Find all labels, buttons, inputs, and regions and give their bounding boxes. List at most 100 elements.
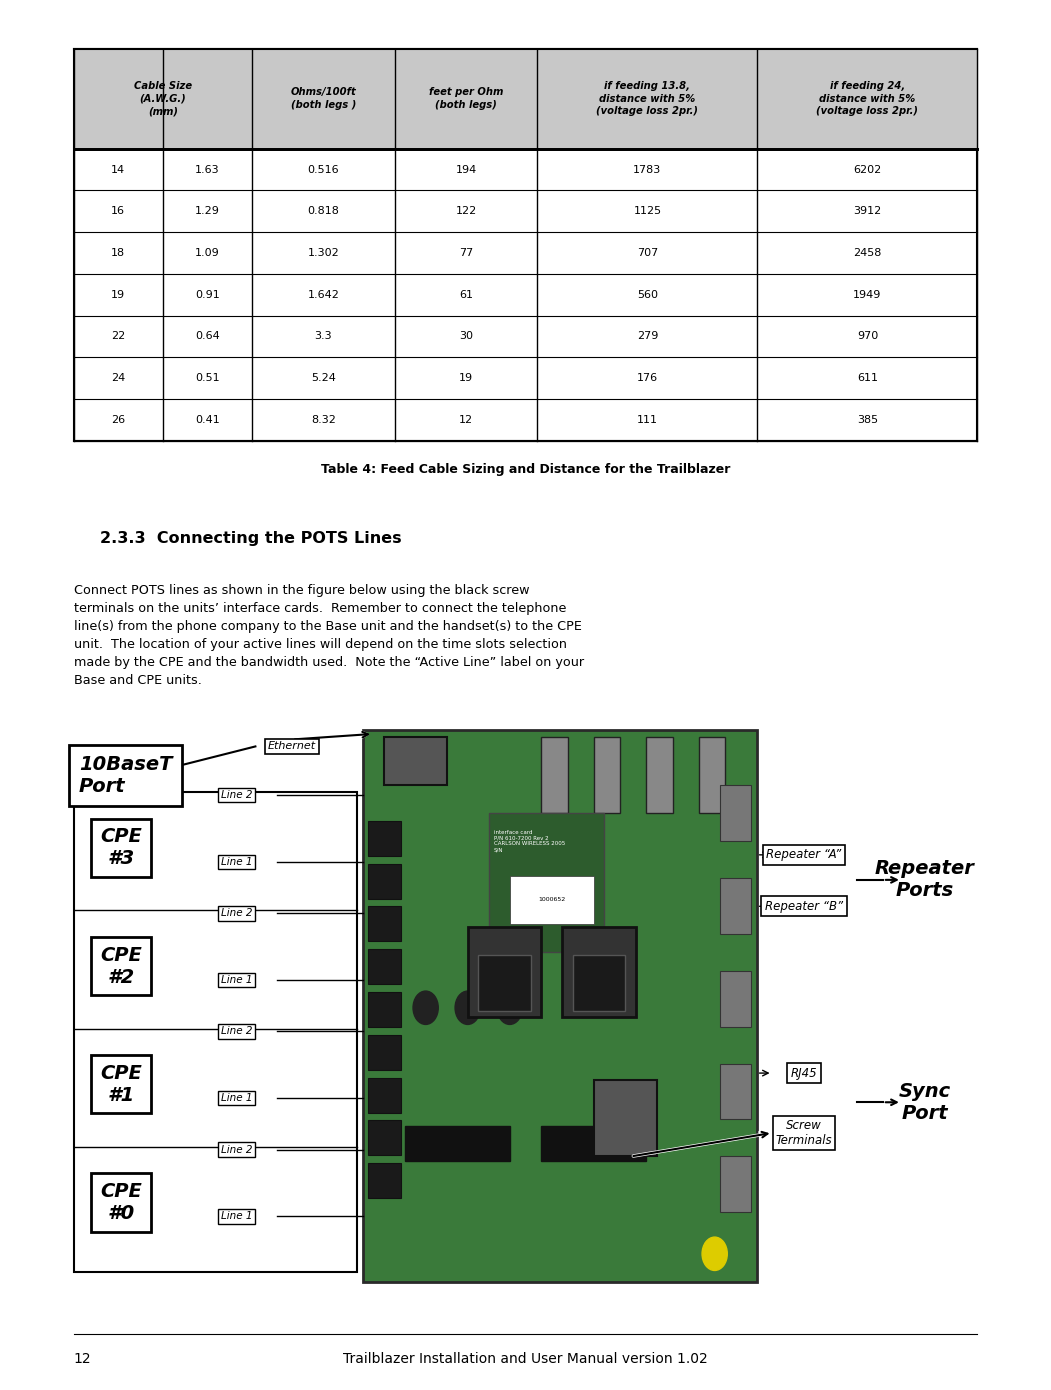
Text: 1.09: 1.09	[195, 247, 220, 259]
Text: 10BaseT
Port: 10BaseT Port	[79, 755, 172, 796]
Text: 12: 12	[459, 414, 473, 425]
Bar	[541, 1126, 646, 1161]
Text: 1000652: 1000652	[538, 897, 565, 902]
Text: CPE
#2: CPE #2	[100, 945, 142, 987]
Text: CPE
#0: CPE #0	[100, 1182, 142, 1223]
Text: 194: 194	[455, 164, 477, 175]
Text: 385: 385	[857, 414, 878, 425]
Bar	[74, 49, 977, 149]
Text: 0.51: 0.51	[195, 373, 220, 384]
Bar	[368, 992, 401, 1027]
Bar	[368, 863, 401, 899]
Text: Line 2: Line 2	[221, 790, 252, 801]
Circle shape	[455, 991, 480, 1024]
Text: if feeding 13.8,
distance with 5%
(voltage loss 2pr.): if feeding 13.8, distance with 5% (volta…	[596, 81, 699, 117]
Bar	[720, 785, 751, 841]
Text: 19: 19	[459, 373, 473, 384]
Bar	[368, 1034, 401, 1070]
Text: 707: 707	[637, 247, 658, 259]
Text: 279: 279	[637, 331, 658, 342]
Bar	[720, 1156, 751, 1212]
Text: 611: 611	[857, 373, 878, 384]
Text: 0.516: 0.516	[308, 164, 339, 175]
Bar	[368, 906, 401, 941]
Circle shape	[413, 991, 438, 1024]
Text: interface card
P/N 610-7200 Rev 2
CARLSON WIRELESS 2005
S/N: interface card P/N 610-7200 Rev 2 CARLSO…	[494, 830, 565, 852]
Text: 176: 176	[637, 373, 658, 384]
Bar	[562, 927, 636, 1017]
Text: RJ45: RJ45	[790, 1066, 818, 1080]
Text: 0.818: 0.818	[307, 206, 339, 217]
Text: feet per Ohm
(both legs): feet per Ohm (both legs)	[429, 88, 503, 110]
Bar	[368, 1163, 401, 1198]
Bar	[573, 955, 625, 1011]
Bar	[363, 730, 757, 1282]
Text: 22: 22	[111, 331, 125, 342]
Text: 61: 61	[459, 289, 473, 300]
Bar	[468, 927, 541, 1017]
Text: 2458: 2458	[853, 247, 882, 259]
Bar	[368, 949, 401, 984]
Text: 1125: 1125	[634, 206, 661, 217]
Text: 970: 970	[857, 331, 878, 342]
Text: 3912: 3912	[853, 206, 882, 217]
Text: 6202: 6202	[853, 164, 882, 175]
Text: 16: 16	[111, 206, 125, 217]
Text: 30: 30	[459, 331, 473, 342]
Text: Line 2: Line 2	[221, 908, 252, 919]
Text: Cable Size
(A.W.G.)
(mm): Cable Size (A.W.G.) (mm)	[133, 81, 192, 117]
Text: Trailblazer Installation and User Manual version 1.02: Trailblazer Installation and User Manual…	[343, 1352, 708, 1366]
Text: 0.64: 0.64	[195, 331, 220, 342]
Text: 111: 111	[637, 414, 658, 425]
Bar	[478, 955, 531, 1011]
Bar	[384, 737, 447, 785]
Text: 560: 560	[637, 289, 658, 300]
Text: Ohms/100ft
(both legs ): Ohms/100ft (both legs )	[290, 88, 356, 110]
Text: Line 2: Line 2	[221, 1144, 252, 1155]
Bar	[646, 737, 673, 813]
Circle shape	[497, 991, 522, 1024]
Text: Line 1: Line 1	[221, 1211, 252, 1222]
Text: Line 1: Line 1	[221, 974, 252, 986]
Text: 18: 18	[111, 247, 125, 259]
Bar	[405, 1126, 510, 1161]
Text: 2.3.3  Connecting the POTS Lines: 2.3.3 Connecting the POTS Lines	[100, 531, 401, 546]
Text: 24: 24	[111, 373, 125, 384]
Text: Ethernet: Ethernet	[268, 741, 316, 752]
Bar	[489, 813, 604, 952]
Bar	[720, 878, 751, 934]
Text: Table 4: Feed Cable Sizing and Distance for the Trailblazer: Table 4: Feed Cable Sizing and Distance …	[321, 463, 730, 475]
Bar	[74, 792, 357, 1272]
Text: Line 1: Line 1	[221, 856, 252, 867]
Text: 1949: 1949	[853, 289, 882, 300]
Bar	[74, 49, 977, 441]
Bar	[720, 972, 751, 1026]
Bar	[368, 1077, 401, 1112]
Text: Repeater
Ports: Repeater Ports	[874, 859, 975, 901]
Text: 0.91: 0.91	[195, 289, 220, 300]
Text: 19: 19	[111, 289, 125, 300]
Text: 14: 14	[111, 164, 125, 175]
Text: 1.302: 1.302	[308, 247, 339, 259]
Bar	[368, 1120, 401, 1155]
Text: Line 2: Line 2	[221, 1026, 252, 1037]
Text: 1.63: 1.63	[195, 164, 220, 175]
Text: 1.29: 1.29	[194, 206, 220, 217]
Bar	[699, 737, 725, 813]
Text: 1.642: 1.642	[307, 289, 339, 300]
Text: Repeater “A”: Repeater “A”	[766, 848, 842, 862]
Bar	[510, 876, 594, 924]
Text: CPE
#1: CPE #1	[100, 1063, 142, 1105]
Bar	[594, 1080, 657, 1156]
Text: 3.3: 3.3	[314, 331, 332, 342]
Text: 1783: 1783	[634, 164, 661, 175]
Text: 26: 26	[111, 414, 125, 425]
Text: 12: 12	[74, 1352, 91, 1366]
Text: 122: 122	[455, 206, 477, 217]
Bar	[594, 737, 620, 813]
Text: if feeding 24,
distance with 5%
(voltage loss 2pr.): if feeding 24, distance with 5% (voltage…	[817, 81, 919, 117]
Text: 77: 77	[459, 247, 473, 259]
Circle shape	[702, 1237, 727, 1270]
Text: Connect POTS lines as shown in the figure below using the black screw
terminals : Connect POTS lines as shown in the figur…	[74, 584, 583, 687]
Bar	[368, 821, 401, 856]
